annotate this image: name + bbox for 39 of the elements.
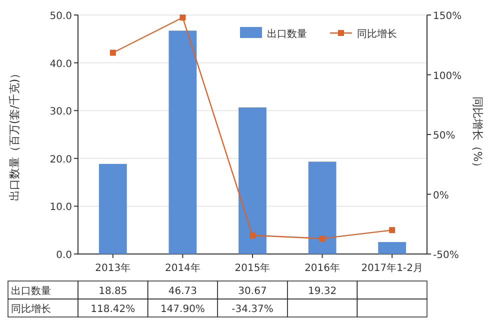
point xyxy=(180,14,186,21)
data-label: 118.42% xyxy=(90,304,136,315)
data-label: 46.73 xyxy=(168,286,198,297)
text: 出口数量 xyxy=(11,286,51,297)
y-tick-label: 30.0 xyxy=(50,106,72,118)
bar xyxy=(378,242,406,254)
data-label: 30.67 xyxy=(238,286,267,297)
y-tick-label: 50.0 xyxy=(50,11,72,22)
legend-label: 出口数量 xyxy=(267,28,307,40)
y-axis-title: 出口数量（百万(套/千克)） xyxy=(8,68,21,202)
y2-tick-label: 150% xyxy=(433,11,462,22)
data-label: 18.85 xyxy=(98,286,128,297)
point xyxy=(319,235,326,242)
data-label: -34.37% xyxy=(232,304,274,315)
y2-tick-label: 50% xyxy=(433,130,456,142)
data-label: 19.32 xyxy=(308,286,337,297)
bar xyxy=(238,107,266,254)
x-tick-label: 2015年 xyxy=(234,262,270,274)
data-label: 147.90% xyxy=(160,304,205,315)
bar xyxy=(168,30,197,254)
y2-axis-title: 同比增长（%） xyxy=(471,96,484,173)
x-tick-label: 2016年 xyxy=(304,262,340,274)
y2-tick-label: 100% xyxy=(433,70,462,82)
bar xyxy=(308,162,336,254)
point xyxy=(389,227,396,234)
x-tick-label: 2014年 xyxy=(164,262,200,274)
point xyxy=(250,232,256,238)
x-tick-label: 2013年 xyxy=(95,262,131,274)
legend-label: 同比增长 xyxy=(357,28,397,40)
text: 同比增长 xyxy=(11,304,51,315)
bar xyxy=(98,164,127,254)
y-tick-label: 40.0 xyxy=(50,58,72,70)
y-tick-label: 10.0 xyxy=(50,202,72,214)
point xyxy=(110,50,116,56)
y-tick-label: 20.0 xyxy=(50,154,72,166)
y-tick-label: 0.0 xyxy=(56,250,72,261)
y2-tick-label: -50% xyxy=(433,250,459,261)
y2-tick-label: 0% xyxy=(433,190,449,202)
x-tick-label: 2017年1-2月 xyxy=(361,262,423,274)
